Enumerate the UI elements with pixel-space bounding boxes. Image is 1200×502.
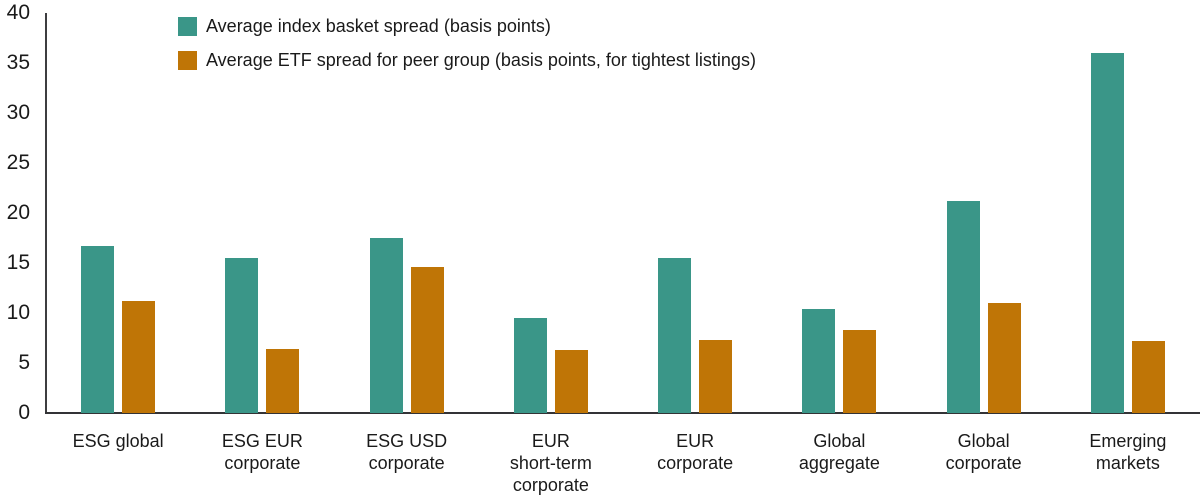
legend: Average index basket spread (basis point… xyxy=(178,16,756,71)
y-tick-label: 20 xyxy=(6,201,30,224)
bar-group xyxy=(479,13,623,413)
bar-etf-spread xyxy=(1131,341,1165,413)
plot-area xyxy=(46,13,1200,413)
bar-etf-spread xyxy=(266,349,300,413)
y-tick-label: 10 xyxy=(6,301,30,324)
legend-swatch-orange-icon xyxy=(178,51,197,70)
y-tick-label: 25 xyxy=(6,151,30,174)
legend-item-index-basket-spread: Average index basket spread (basis point… xyxy=(178,16,756,37)
bar-index-basket-spread xyxy=(1090,53,1124,413)
x-category-label: ESG EUR corporate xyxy=(221,431,303,473)
y-tick-label: 0 xyxy=(18,401,30,424)
y-axis: 0 5 10 15 20 25 30 35 40 xyxy=(0,0,30,430)
legend-label-etf-spread: Average ETF spread for peer group (basis… xyxy=(206,50,756,70)
bar-etf-spread xyxy=(843,330,877,413)
bar-group xyxy=(767,13,911,413)
bar-etf-spread xyxy=(699,340,733,413)
x-category-label: Emerging markets xyxy=(1089,431,1167,473)
y-tick-label: 35 xyxy=(6,51,30,74)
bar-index-basket-spread xyxy=(225,258,259,413)
legend-item-etf-spread: Average ETF spread for peer group (basis… xyxy=(178,50,756,71)
x-category-label: EUR short-term corporate xyxy=(509,431,592,495)
x-category-label: ESG global xyxy=(72,431,164,451)
x-category-label: Global aggregate xyxy=(798,431,880,473)
bar-index-basket-spread xyxy=(81,246,115,413)
bar-group xyxy=(335,13,479,413)
bar-etf-spread xyxy=(410,267,444,413)
bar-group xyxy=(46,13,190,413)
x-category-label: Global corporate xyxy=(945,431,1022,473)
x-category-label: ESG USD corporate xyxy=(366,431,448,473)
y-tick-label: 30 xyxy=(6,101,30,124)
y-tick-label: 15 xyxy=(6,251,30,274)
x-axis-line xyxy=(45,412,1200,414)
bar-group xyxy=(1056,13,1200,413)
y-tick-label: 40 xyxy=(6,1,30,24)
bar-index-basket-spread xyxy=(658,258,692,413)
bar-index-basket-spread xyxy=(946,201,980,413)
y-axis-line xyxy=(45,13,47,413)
x-category-label: EUR corporate xyxy=(657,431,734,473)
x-axis-labels: ESG global ESG EUR corporate ESG USD corpora… xyxy=(46,430,1200,496)
bar-etf-spread xyxy=(987,303,1021,413)
bar-index-basket-spread xyxy=(802,309,836,413)
legend-label-index-basket-spread: Average index basket spread (basis point… xyxy=(206,16,551,36)
y-tick-label: 5 xyxy=(18,351,30,374)
bar-etf-spread xyxy=(122,301,156,413)
bar-etf-spread xyxy=(554,350,588,413)
bar-index-basket-spread xyxy=(369,238,403,413)
legend-swatch-teal-icon xyxy=(178,17,197,36)
bar-index-basket-spread xyxy=(513,318,547,413)
bar-group xyxy=(912,13,1056,413)
bar-group xyxy=(190,13,334,413)
bar-group xyxy=(623,13,767,413)
